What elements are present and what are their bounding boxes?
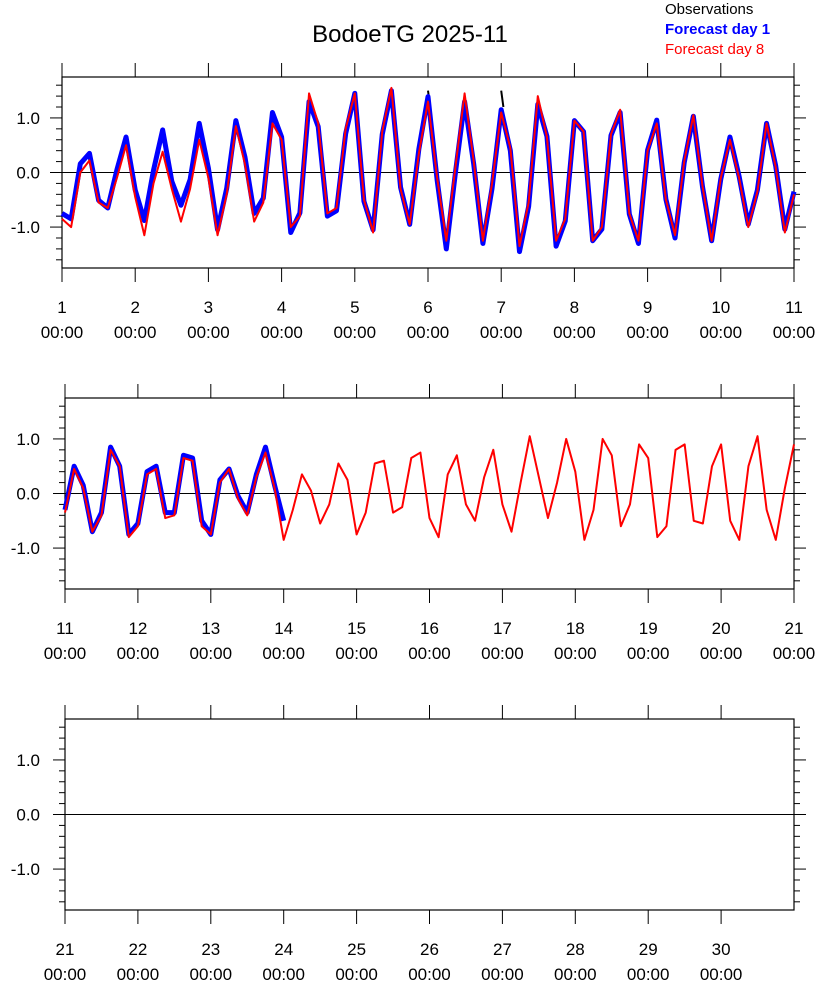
x-tick-label: 20 00:00 (700, 619, 743, 663)
x-tick-label: 7 00:00 (480, 298, 523, 342)
x-tick-label: 13 00:00 (190, 619, 233, 663)
x-tick-label: 2 00:00 (114, 298, 157, 342)
y-tick-label: 1.0 (16, 751, 40, 770)
x-tick-label: 10 00:00 (700, 298, 743, 342)
x-tick-label: 18 00:00 (554, 619, 597, 663)
y-tick-label: 1.0 (16, 430, 40, 449)
x-tick-label: 3 00:00 (187, 298, 230, 342)
series-line (61, 86, 795, 248)
y-tick-label: -1.0 (11, 860, 40, 879)
x-tick-label: 5 00:00 (334, 298, 377, 342)
x-tick-label: 12 00:00 (117, 619, 160, 663)
x-tick-label: 4 00:00 (260, 298, 303, 342)
y-tick-label: -1.0 (11, 218, 40, 237)
series-line (60, 88, 797, 255)
x-tick-label: 11 00:00 (44, 619, 87, 663)
x-tick-label: 21 00:00 (773, 619, 816, 663)
x-tick-label: 11 00:00 (773, 298, 816, 342)
x-tick-label: 26 00:00 (408, 940, 451, 981)
legend-label: Observations (665, 1, 753, 18)
x-tick-label: 9 00:00 (626, 298, 669, 342)
y-tick-label: 0.0 (16, 806, 40, 825)
y-tick-label: 0.0 (16, 485, 40, 504)
y-tick-label: -1.0 (11, 539, 40, 558)
x-tick-label: 29 00:00 (627, 940, 670, 981)
x-tick-label: 21 00:00 (44, 940, 87, 981)
x-tick-label: 22 00:00 (117, 940, 160, 981)
x-tick-label: 6 00:00 (407, 298, 450, 342)
x-tick-label: 1 00:00 (41, 298, 84, 342)
x-tick-label: 8 00:00 (553, 298, 596, 342)
chart-title: BodoeTG 2025-11 (312, 21, 508, 48)
series-line (64, 435, 795, 541)
x-tick-label: 15 00:00 (335, 619, 378, 663)
legend-label: Forecast day 1 (665, 21, 770, 38)
x-tick-label: 17 00:00 (481, 619, 524, 663)
y-tick-label: 0.0 (16, 164, 40, 183)
x-tick-label: 14 00:00 (262, 619, 305, 663)
y-tick-label: 1.0 (16, 109, 40, 128)
x-tick-label: 30 00:00 (700, 940, 743, 981)
legend-label: Forecast day 8 (665, 41, 764, 58)
x-tick-label: 24 00:00 (262, 940, 305, 981)
x-tick-label: 25 00:00 (335, 940, 378, 981)
x-tick-label: 16 00:00 (408, 619, 451, 663)
x-tick-label: 27 00:00 (481, 940, 524, 981)
x-tick-label: 28 00:00 (554, 940, 597, 981)
x-tick-label: 19 00:00 (627, 619, 670, 663)
x-tick-label: 23 00:00 (190, 940, 233, 981)
